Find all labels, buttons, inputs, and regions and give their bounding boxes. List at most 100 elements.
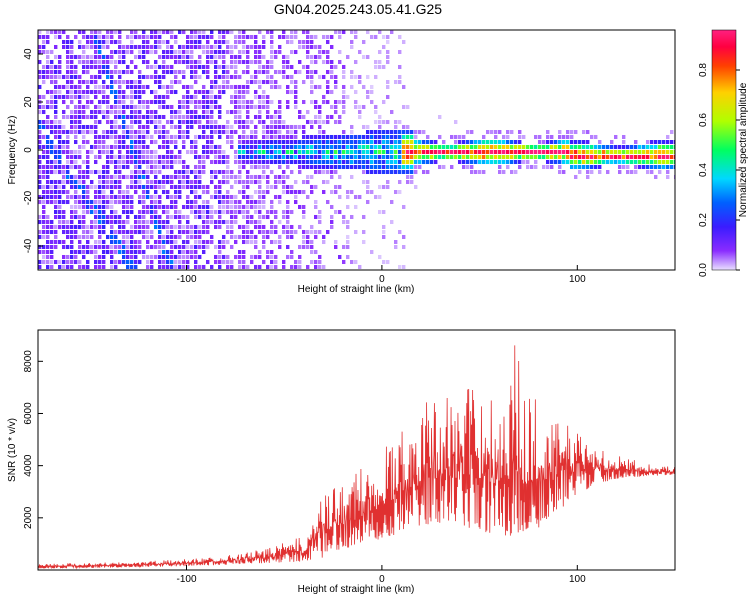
heatmap-cell <box>310 70 314 74</box>
heatmap-cell <box>254 140 258 144</box>
heatmap-cell <box>114 70 118 74</box>
heatmap-cell <box>70 115 74 119</box>
heatmap-cell <box>150 245 154 249</box>
heatmap-cell <box>306 175 310 179</box>
heatmap-cell <box>198 165 202 169</box>
heatmap-cell <box>310 150 314 154</box>
heatmap-cell <box>138 105 142 109</box>
heatmap-cell <box>58 155 62 159</box>
heatmap-cell <box>234 150 238 154</box>
heatmap-cell <box>74 140 78 144</box>
heatmap-cell <box>334 170 338 174</box>
heatmap-cell <box>122 165 126 169</box>
heatmap-cell <box>58 120 62 124</box>
heatmap-cell <box>50 165 54 169</box>
heatmap-cell <box>354 140 358 144</box>
heatmap-cell <box>322 180 326 184</box>
heatmap-cell <box>46 180 50 184</box>
heatmap-cell <box>130 205 134 209</box>
heatmap-cell <box>50 180 54 184</box>
heatmap-cell <box>78 120 82 124</box>
heatmap-cell <box>126 70 130 74</box>
heatmap-cell <box>294 100 298 104</box>
heatmap-cell <box>38 195 42 199</box>
heatmap-cell <box>170 200 174 204</box>
heatmap-cell <box>154 185 158 189</box>
heatmap-cell <box>406 160 410 164</box>
heatmap-cell <box>50 140 54 144</box>
heatmap-cell <box>278 85 282 89</box>
heatmap-cell <box>110 265 114 269</box>
heatmap-cell <box>110 215 114 219</box>
heatmap-cell <box>330 145 334 149</box>
heatmap-cell <box>202 200 206 204</box>
heatmap-cell <box>174 195 178 199</box>
heatmap-cell <box>54 95 58 99</box>
heatmap-cell <box>102 240 106 244</box>
heatmap-cell <box>170 160 174 164</box>
heatmap-cell <box>38 235 42 239</box>
heatmap-cell <box>258 100 262 104</box>
heatmap-cell <box>50 105 54 109</box>
heatmap-cell <box>62 150 66 154</box>
heatmap-cell <box>198 265 202 269</box>
heatmap-cell <box>122 245 126 249</box>
heatmap-cell <box>410 130 414 134</box>
heatmap-cell <box>170 85 174 89</box>
heatmap-cell <box>74 120 78 124</box>
heatmap-cell <box>130 60 134 64</box>
heatmap-cell <box>282 145 286 149</box>
heatmap-cell <box>42 40 46 44</box>
heatmap-cell <box>270 185 274 189</box>
heatmap-cell <box>102 255 106 259</box>
heatmap-cell <box>86 185 90 189</box>
heatmap-cell <box>142 60 146 64</box>
heatmap-cell <box>402 105 406 109</box>
heatmap-cell <box>134 150 138 154</box>
heatmap-cell <box>226 165 230 169</box>
heatmap-cell <box>350 125 354 129</box>
heatmap-cell <box>82 170 86 174</box>
heatmap-cell <box>138 80 142 84</box>
heatmap-cell <box>110 160 114 164</box>
heatmap-cell <box>66 65 70 69</box>
heatmap-cell <box>478 170 482 174</box>
heatmap-cell <box>450 155 454 159</box>
heatmap-cell <box>158 120 162 124</box>
heatmap-cell <box>122 60 126 64</box>
heatmap-cell <box>98 105 102 109</box>
heatmap-cell <box>350 160 354 164</box>
heatmap-cell <box>222 210 226 214</box>
heatmap-cell <box>174 215 178 219</box>
heatmap-cell <box>314 145 318 149</box>
heatmap-cell <box>326 55 330 59</box>
heatmap-cell <box>186 45 190 49</box>
heatmap-cell <box>290 90 294 94</box>
heatmap-cell <box>82 60 86 64</box>
heatmap-cell <box>58 35 62 39</box>
heatmap-cell <box>102 55 106 59</box>
heatmap-cell <box>262 150 266 154</box>
heatmap-cell <box>314 265 318 269</box>
heatmap-cell <box>358 150 362 154</box>
heatmap-cell <box>142 130 146 134</box>
heatmap-cell <box>238 60 242 64</box>
heatmap-cell <box>50 250 54 254</box>
heatmap-cell <box>306 45 310 49</box>
heatmap-cell <box>202 105 206 109</box>
heatmap-cell <box>526 155 530 159</box>
heatmap-cell <box>214 45 218 49</box>
heatmap-cell <box>658 165 662 169</box>
heatmap-cell <box>342 90 346 94</box>
heatmap-cell <box>102 225 106 229</box>
heatmap-cell <box>282 175 286 179</box>
heatmap-cell <box>246 35 250 39</box>
heatmap-cell <box>262 140 266 144</box>
heatmap-cell <box>118 75 122 79</box>
heatmap-cell <box>70 65 74 69</box>
heatmap-cell <box>54 240 58 244</box>
heatmap-cell <box>178 225 182 229</box>
heatmap-cell <box>98 210 102 214</box>
heatmap-cell <box>82 135 86 139</box>
